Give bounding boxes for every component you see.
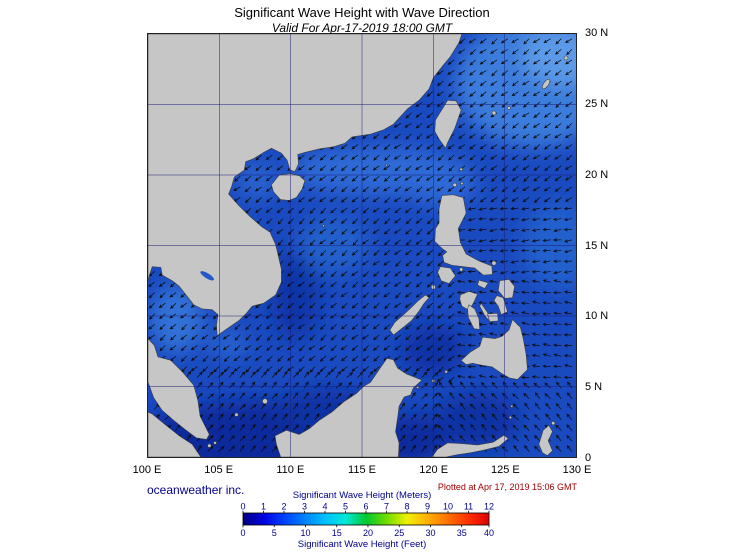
land-mindanao xyxy=(460,319,528,380)
feet-tick-label: 30 xyxy=(425,528,435,538)
land-palawan xyxy=(389,294,430,336)
land-leyte xyxy=(493,295,508,315)
figure-header: Significant Wave Height with Wave Direct… xyxy=(147,5,577,35)
land-hainan xyxy=(271,173,306,201)
x-axis-label: 120 E xyxy=(419,464,449,476)
y-axis-label: 25 N xyxy=(585,97,609,110)
feet-tick-label: 5 xyxy=(272,528,277,538)
meter-tick-label: 2 xyxy=(281,502,286,512)
legend-colorbar: 0 1 2 3 4 5 6 7 8 9 10 11 120 5 10 15 20 25 30 35 40 xyxy=(240,502,494,539)
lake-tonle-sap xyxy=(200,271,214,281)
y-axis-label: 0 xyxy=(585,452,592,464)
feet-tick-label: 40 xyxy=(484,528,494,538)
land-masses xyxy=(148,34,569,457)
land-taiwan xyxy=(434,99,462,149)
y-axis-label: 20 N xyxy=(585,168,609,181)
credit-text: oceanweather inc. xyxy=(147,483,245,497)
land-negros xyxy=(467,304,480,330)
land-bohol xyxy=(487,312,499,322)
feet-tick-label: 0 xyxy=(240,528,245,538)
legend-title-feet: Significant Wave Height (Feet) xyxy=(297,539,427,550)
meter-tick-label: 0 xyxy=(240,502,245,512)
meter-tick-label: 7 xyxy=(384,502,389,512)
plotted-timestamp: Plotted at Apr 17, 2019 15:06 GMT xyxy=(437,482,577,492)
meter-tick-label: 8 xyxy=(404,502,409,512)
feet-tick-label: 15 xyxy=(332,528,342,538)
meter-tick-label: 1 xyxy=(261,502,266,512)
small-islands xyxy=(207,55,569,448)
feet-tick-label: 10 xyxy=(300,528,310,538)
meter-tick-label: 3 xyxy=(302,502,307,512)
land-masbate xyxy=(477,279,489,289)
land-cebu xyxy=(479,303,492,323)
y-axis-label: 15 N xyxy=(585,239,609,252)
y-axis-label: 30 N xyxy=(585,27,609,39)
land-samar xyxy=(497,279,515,299)
land-mindoro xyxy=(437,266,456,284)
land-sulawesi-north xyxy=(431,434,509,457)
graticule xyxy=(148,34,576,457)
feet-tick-label: 25 xyxy=(394,528,404,538)
map-frame xyxy=(147,33,577,458)
land-halmahera xyxy=(538,424,553,456)
figure-subtitle: Valid For Apr-17-2019 18:00 GMT xyxy=(271,21,453,35)
meter-tick-label: 11 xyxy=(464,502,473,512)
meter-tick-label: 12 xyxy=(484,502,494,512)
y-axis: 0 5 N 10 N 15 N 20 N 25 N 30 N xyxy=(585,27,633,464)
land-malay-peninsula xyxy=(148,338,210,440)
meter-tick-label: 6 xyxy=(363,502,368,512)
x-axis-label: 125 E xyxy=(490,464,520,476)
x-axis-label: 105 E xyxy=(204,464,234,476)
x-axis-label: 110 E xyxy=(276,464,305,476)
land-borneo xyxy=(274,358,423,457)
y-axis-label: 5 N xyxy=(585,381,603,394)
meter-tick-label: 10 xyxy=(443,502,453,512)
colorbar-gradient xyxy=(242,512,490,526)
x-axis-label: 115 E xyxy=(348,464,376,476)
feet-tick-label: 35 xyxy=(457,528,467,538)
land-luzon xyxy=(434,194,493,276)
x-axis-label: 100 E xyxy=(132,464,162,476)
figure-title: Significant Wave Height with Wave Direct… xyxy=(234,5,490,20)
land-sumatra xyxy=(148,411,202,457)
y-axis-label: 10 N xyxy=(585,310,609,323)
land-mainland-asia xyxy=(148,34,463,337)
x-axis-label: 130 E xyxy=(562,464,592,476)
x-axis: 100 E 105 E 110 E 115 E 120 E 125 E 130 E xyxy=(133,464,592,478)
meter-tick-label: 5 xyxy=(343,502,348,512)
meter-tick-label: 9 xyxy=(425,502,430,512)
legend-title-meters: Significant Wave Height (Meters) xyxy=(292,490,432,501)
meter-tick-label: 4 xyxy=(322,502,327,512)
feet-tick-label: 20 xyxy=(363,528,373,538)
map-canvas xyxy=(148,34,576,457)
